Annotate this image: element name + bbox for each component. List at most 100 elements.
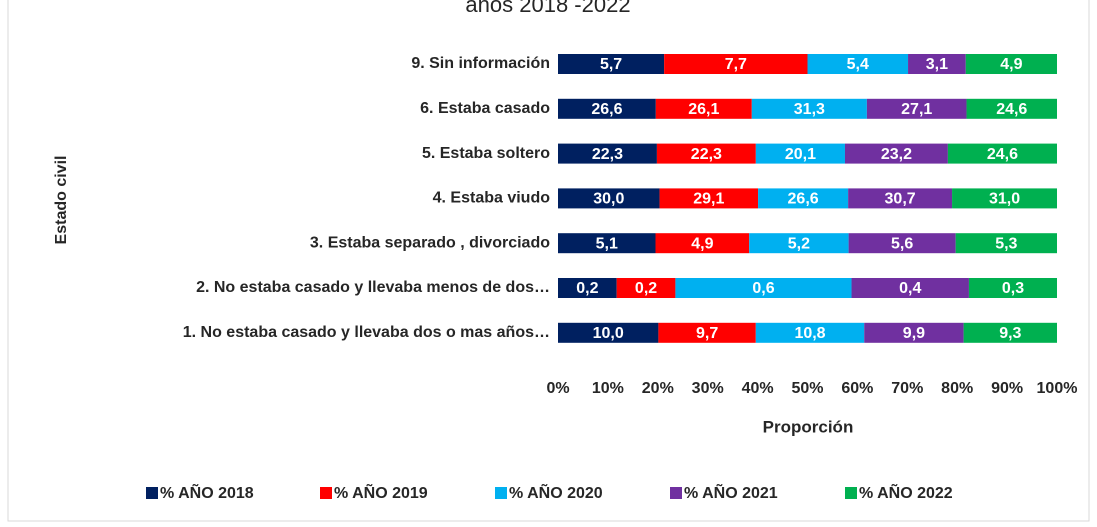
bar-segment	[952, 188, 1057, 209]
data-label: 10,8	[794, 325, 825, 342]
data-label: 9,9	[903, 325, 925, 342]
bar-segment	[655, 98, 752, 119]
legend-swatch	[320, 487, 332, 499]
data-label: 5,2	[788, 235, 810, 252]
bar-segment	[965, 54, 1057, 74]
legend-label: % AÑO 2021	[684, 482, 778, 502]
data-label: 0,4	[899, 280, 921, 297]
bar-segment	[749, 233, 849, 254]
data-label: 24,6	[987, 146, 1018, 163]
data-label: 7,7	[725, 56, 747, 73]
data-label: 22,3	[592, 146, 623, 163]
legend-swatch	[146, 487, 158, 499]
data-label: 30,0	[593, 191, 624, 208]
data-label: 5,4	[847, 56, 869, 73]
data-label: 9,7	[696, 325, 718, 342]
legend-swatch	[495, 487, 507, 499]
data-label: 20,1	[785, 146, 816, 163]
bar-segment	[558, 322, 659, 343]
x-tick-label: 50%	[791, 380, 823, 397]
data-label: 31,3	[794, 101, 825, 118]
bar-segment	[664, 54, 808, 74]
y-tick-label: 6. Estaba casado	[420, 100, 550, 117]
y-axis-label: Estado civil	[53, 156, 70, 245]
data-label: 4,9	[1000, 56, 1022, 73]
bar-segment	[659, 188, 759, 209]
data-label: 31,0	[989, 191, 1020, 208]
data-label: 5,6	[891, 235, 913, 252]
bar-segment	[558, 143, 657, 164]
bar-segment	[655, 233, 750, 254]
x-tick-label: 10%	[592, 380, 624, 397]
y-tick-label: 5. Estaba soltero	[422, 145, 550, 162]
data-label: 26,6	[591, 101, 622, 118]
data-label: 5,1	[596, 235, 618, 252]
x-tick-label: 70%	[891, 380, 923, 397]
bar-segment	[848, 188, 953, 209]
bar-segment	[675, 278, 852, 298]
data-label: 10,0	[593, 325, 624, 342]
data-label: 3,1	[926, 56, 948, 73]
x-tick-label: 90%	[991, 380, 1023, 397]
data-label: 5,7	[600, 56, 622, 73]
data-label: 26,6	[788, 191, 819, 208]
x-tick-label: 20%	[642, 380, 674, 397]
bar-segment	[658, 322, 756, 343]
x-axis-label: Proporción	[763, 417, 854, 436]
bar-segment	[755, 143, 845, 164]
data-label: 27,1	[901, 101, 932, 118]
bar-segment	[844, 143, 948, 164]
data-label: 29,1	[693, 191, 724, 208]
bar-segment	[758, 188, 849, 209]
bar-segment	[866, 98, 967, 119]
y-tick-label: 4. Estaba viudo	[433, 190, 551, 207]
bar-segment	[656, 143, 756, 164]
data-label: 9,3	[999, 325, 1021, 342]
chart-title: años 2018 -2022	[465, 0, 630, 17]
bar-segment	[558, 188, 660, 209]
data-label: 0,2	[576, 280, 598, 297]
data-label: 26,1	[688, 101, 719, 118]
bar-segment	[755, 322, 865, 343]
bar-segment	[848, 233, 956, 254]
legend-label: % AÑO 2018	[160, 482, 254, 502]
bar-segment	[558, 98, 656, 119]
data-label: 4,9	[691, 235, 713, 252]
data-label: 23,2	[881, 146, 912, 163]
x-tick-label: 40%	[742, 380, 774, 397]
data-label: 30,7	[885, 191, 916, 208]
bar-segment	[966, 98, 1057, 119]
legend-swatch	[670, 487, 682, 499]
y-tick-label: 9. Sin información	[411, 55, 550, 72]
chart-border	[7, 0, 1090, 522]
x-tick-label: 60%	[841, 380, 873, 397]
legend-swatch	[845, 487, 857, 499]
bar-segment	[558, 278, 617, 298]
bar-segment	[968, 278, 1057, 298]
legend-label: % AÑO 2020	[509, 482, 603, 502]
data-label: 24,6	[996, 101, 1027, 118]
bar-segment	[864, 322, 964, 343]
bar-segment	[616, 278, 676, 298]
bar-segment	[947, 143, 1057, 164]
data-label: 0,2	[635, 280, 657, 297]
data-label: 0,6	[752, 280, 774, 297]
bar-segment	[955, 233, 1057, 254]
legend-label: % AÑO 2019	[334, 482, 428, 502]
y-tick-label: 2. No estaba casado y llevaba menos de d…	[196, 279, 550, 296]
data-label: 22,3	[691, 146, 722, 163]
y-tick-label: 3. Estaba separado , divorciado	[310, 234, 550, 251]
legend-label: % AÑO 2022	[859, 482, 953, 502]
data-label: 5,3	[995, 235, 1017, 252]
bar-segment	[908, 54, 966, 74]
bar-segment	[851, 278, 969, 298]
x-tick-label: 30%	[692, 380, 724, 397]
bar-segment	[558, 233, 656, 254]
bar-segment	[558, 54, 665, 74]
x-tick-label: 80%	[941, 380, 973, 397]
bar-segment	[807, 54, 909, 74]
data-label: 0,3	[1002, 280, 1024, 297]
bar-segment	[751, 98, 867, 119]
